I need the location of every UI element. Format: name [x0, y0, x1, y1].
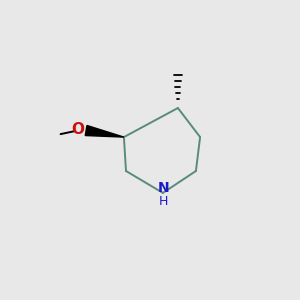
Text: H: H [159, 195, 169, 208]
Text: O: O [71, 122, 84, 136]
Polygon shape [85, 125, 124, 137]
Text: N: N [158, 182, 169, 195]
